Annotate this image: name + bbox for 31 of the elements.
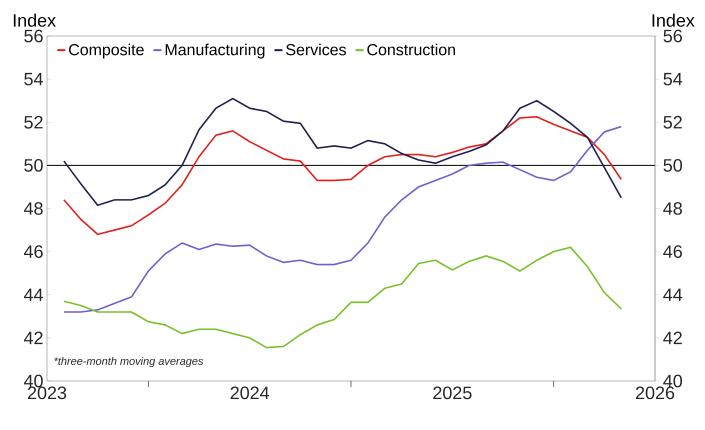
legend-label: Composite xyxy=(69,44,144,58)
y2-tick-label: 46 xyxy=(663,245,682,258)
legend-label: Manufacturing xyxy=(166,44,264,58)
line-series xyxy=(63,126,622,313)
y-tick-label: 40 xyxy=(24,374,43,388)
y-tick-label: 50 xyxy=(24,159,43,172)
line-series xyxy=(63,98,622,206)
y2-axis-title: Index xyxy=(652,14,695,27)
x-tick-label: 2023 xyxy=(28,386,66,400)
y-tick-label: 56 xyxy=(24,30,43,42)
y-tick-label: 46 xyxy=(24,245,43,258)
y2-tick-label: 50 xyxy=(664,159,682,172)
x-tick-label: 2026 xyxy=(636,386,674,400)
annotation: *three-month moving averages xyxy=(54,356,204,368)
legend-label: Services xyxy=(286,44,346,56)
y2-tick-label: 54 xyxy=(664,72,682,86)
y2-tick-label: 56 xyxy=(664,30,682,42)
y-tick-label: 48 xyxy=(24,202,43,215)
legend-label: Construction xyxy=(367,44,455,56)
y2-tick-label: 44 xyxy=(663,288,682,301)
y2-tick-label: 42 xyxy=(663,332,682,344)
x-tick-label: 2024 xyxy=(230,386,270,400)
y-tick-label: 42 xyxy=(24,332,43,344)
y2-tick-label: 40 xyxy=(663,374,682,388)
y-tick-label: 54 xyxy=(24,72,43,86)
y-tick-label: 52 xyxy=(24,116,43,129)
y2-tick-label: 48 xyxy=(663,202,682,215)
y2-tick-label: 52 xyxy=(664,116,682,129)
y-axis-title: Index xyxy=(14,14,56,27)
x-tick-label: 2025 xyxy=(433,386,472,400)
y-tick-label: 44 xyxy=(24,288,43,301)
